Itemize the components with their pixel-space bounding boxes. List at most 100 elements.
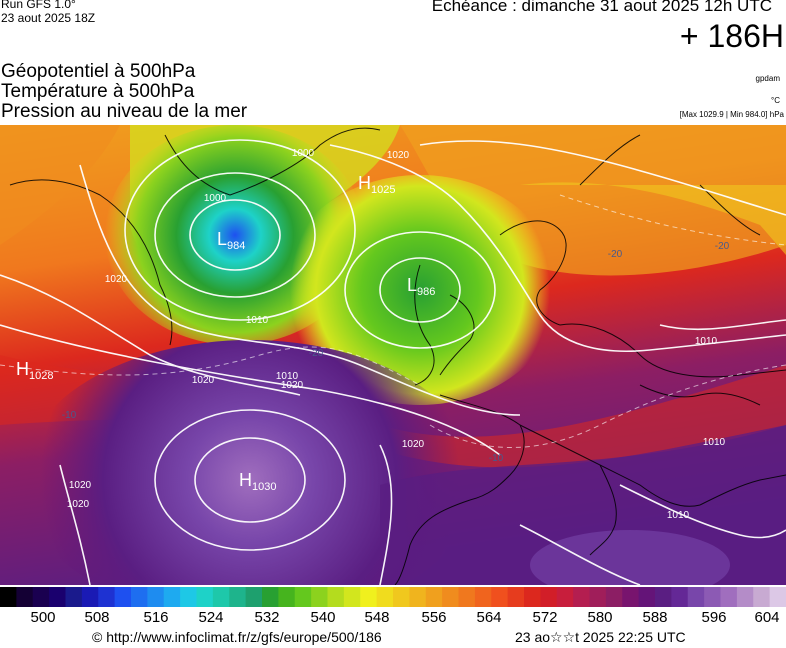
isobar-label: 1010 bbox=[703, 437, 726, 448]
color-swatch bbox=[65, 587, 83, 607]
isobar-label: 1020 bbox=[402, 439, 425, 450]
color-swatch bbox=[507, 587, 525, 607]
high-center-1: H1025 bbox=[358, 173, 395, 196]
scale-tick: 500 bbox=[30, 609, 56, 626]
color-swatch bbox=[212, 587, 230, 607]
color-swatch bbox=[196, 587, 214, 607]
color-swatch bbox=[491, 587, 509, 607]
isobar-label: 1020 bbox=[192, 375, 215, 386]
scale-tick: 516 bbox=[143, 609, 169, 626]
color-swatch bbox=[114, 587, 132, 607]
color-swatch bbox=[753, 587, 771, 607]
color-swatch bbox=[556, 587, 574, 607]
color-swatch bbox=[589, 587, 607, 607]
temperature-label: -20 bbox=[715, 241, 730, 252]
isobar-label: 1020 bbox=[387, 150, 410, 161]
color-swatch bbox=[638, 587, 656, 607]
color-swatch bbox=[163, 587, 181, 607]
unit-geopotential: gpdam bbox=[755, 74, 780, 83]
param-pressure: Pression au niveau de la mer bbox=[1, 101, 248, 122]
color-swatch bbox=[180, 587, 198, 607]
color-swatch bbox=[622, 587, 640, 607]
color-swatch bbox=[343, 587, 361, 607]
color-swatch bbox=[294, 587, 312, 607]
isobar-label: 1020 bbox=[69, 480, 92, 491]
color-swatch bbox=[573, 587, 591, 607]
color-swatch bbox=[327, 587, 345, 607]
color-swatch bbox=[393, 587, 410, 607]
color-swatch bbox=[245, 587, 263, 607]
color-swatch bbox=[262, 587, 279, 607]
scale-tick: 556 bbox=[421, 609, 447, 626]
color-swatch bbox=[687, 587, 705, 607]
color-swatch bbox=[131, 587, 148, 607]
scale-tick: 508 bbox=[84, 609, 110, 626]
color-swatch bbox=[376, 587, 394, 607]
isobar-label: 1010 bbox=[667, 510, 690, 521]
scale-tick: 548 bbox=[364, 609, 390, 626]
color-swatch bbox=[671, 587, 689, 607]
color-swatch bbox=[704, 587, 722, 607]
high-center-3: H1030 bbox=[239, 470, 276, 493]
scale-tick: 572 bbox=[532, 609, 558, 626]
color-swatch bbox=[720, 587, 738, 607]
isobar-label: 1020 bbox=[67, 499, 90, 510]
high-center-2: H1028 bbox=[16, 359, 53, 382]
color-swatch bbox=[769, 587, 786, 607]
scale-tick: 540 bbox=[310, 609, 336, 626]
param-geopotential: Géopotentiel à 500hPa bbox=[1, 61, 196, 82]
isobar-label: 1010 bbox=[695, 336, 718, 347]
isobar-label: 1000 bbox=[204, 193, 227, 204]
color-swatch bbox=[605, 587, 623, 607]
low-center-1: L984 bbox=[217, 229, 245, 252]
lead-time: + 186H bbox=[679, 18, 784, 54]
color-swatch bbox=[425, 587, 443, 607]
color-swatch bbox=[655, 587, 672, 607]
temperature-label: -10 bbox=[62, 410, 77, 421]
color-swatch bbox=[229, 587, 247, 607]
color-swatch bbox=[442, 587, 460, 607]
scale-tick: 588 bbox=[642, 609, 668, 626]
generated-time: 23 ao☆☆t 2025 22:25 UTC bbox=[515, 629, 686, 645]
color-swatch bbox=[458, 587, 476, 607]
color-swatch bbox=[81, 587, 99, 607]
color-swatch bbox=[311, 587, 329, 607]
color-scale bbox=[0, 587, 786, 607]
color-swatch bbox=[98, 587, 116, 607]
isobar-label: 1010 bbox=[246, 315, 269, 326]
unit-temperature: °C bbox=[771, 96, 780, 105]
isobar-label: 1000 bbox=[292, 148, 315, 159]
color-swatch bbox=[278, 587, 296, 607]
isobar-label: 1010 bbox=[276, 371, 299, 382]
color-swatch bbox=[409, 587, 427, 607]
color-swatch bbox=[524, 587, 541, 607]
color-swatch bbox=[49, 587, 67, 607]
isobar-label: 1020 bbox=[105, 274, 128, 285]
color-swatch bbox=[360, 587, 378, 607]
scale-tick: 524 bbox=[198, 609, 224, 626]
weather-map: 1000 1000 1020 1010 1020 1020 1020 1020 … bbox=[0, 125, 786, 585]
color-swatch bbox=[16, 587, 34, 607]
temperature-label: -20 bbox=[309, 348, 324, 359]
scale-tick: 532 bbox=[254, 609, 280, 626]
color-swatch bbox=[736, 587, 754, 607]
color-swatch bbox=[540, 587, 558, 607]
scale-tick: 580 bbox=[587, 609, 613, 626]
color-swatch bbox=[32, 587, 50, 607]
low-center-2: L986 bbox=[407, 275, 435, 298]
scale-tick: 604 bbox=[754, 609, 780, 626]
param-temperature: Température à 500hPa bbox=[1, 81, 195, 102]
color-swatch bbox=[474, 587, 492, 607]
temperature-label: -20 bbox=[608, 249, 623, 260]
scale-tick: 564 bbox=[476, 609, 502, 626]
color-swatch bbox=[0, 587, 17, 607]
scale-tick: 596 bbox=[701, 609, 727, 626]
source-link[interactable]: © http://www.infoclimat.fr/z/gfs/europe/… bbox=[92, 629, 382, 645]
isobar-label: 1020 bbox=[281, 380, 304, 391]
color-swatch bbox=[147, 587, 165, 607]
temperature-label: -10 bbox=[489, 453, 504, 464]
valid-time: Echéance : dimanche 31 aout 2025 12h UTC bbox=[431, 0, 772, 15]
pressure-minmax: [Max 1029.9 | Min 984.0] hPa bbox=[679, 110, 784, 119]
run-date: 23 aout 2025 18Z bbox=[1, 11, 96, 25]
run-label: Run GFS 1.0° bbox=[1, 0, 76, 11]
